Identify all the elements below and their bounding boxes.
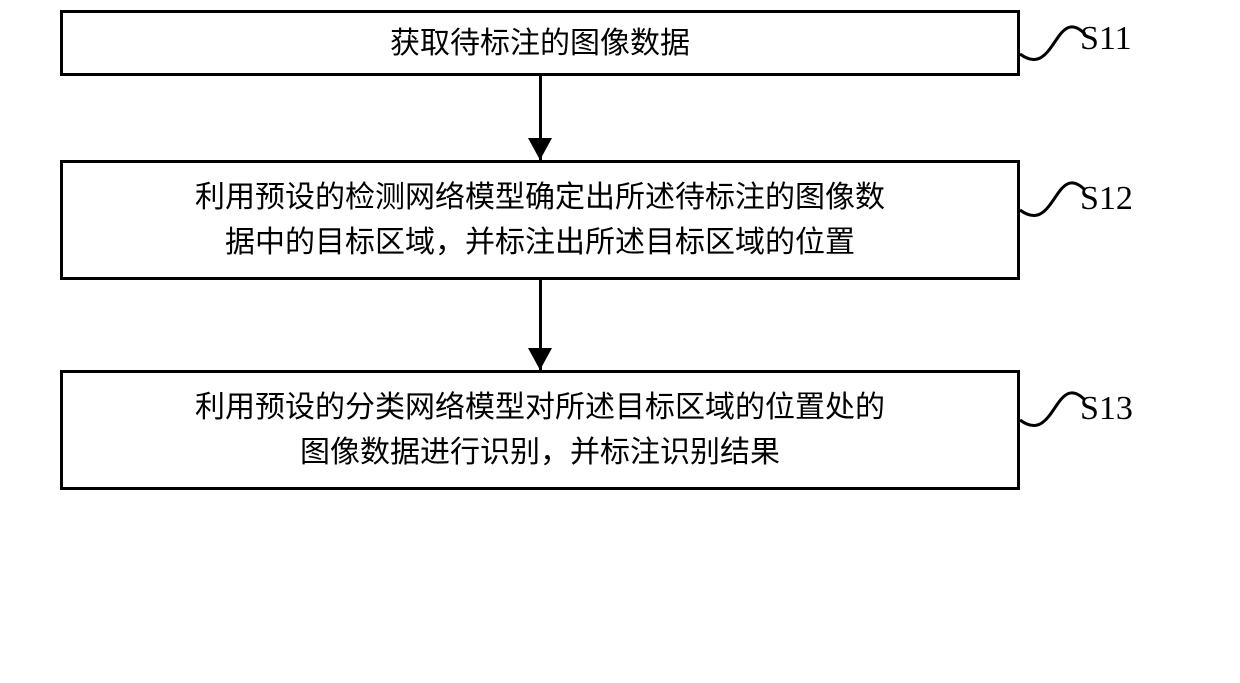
flow-node-1-box: 获取待标注的图像数据 [60, 10, 1020, 76]
connector-2 [1015, 155, 1090, 241]
step-label-1: S11 [1080, 20, 1132, 58]
flow-node-2: 利用预设的检测网络模型确定出所述待标注的图像数 据中的目标区域，并标注出所述目标… [60, 160, 1020, 280]
connector-1 [1015, 0, 1090, 85]
arrow-2-to-3 [60, 280, 1020, 370]
arrow-head [528, 348, 552, 370]
flow-node-1: 获取待标注的图像数据 [60, 10, 1020, 76]
arrow-head [528, 138, 552, 160]
step-label-3: S13 [1080, 390, 1133, 428]
flow-node-2-box: 利用预设的检测网络模型确定出所述待标注的图像数 据中的目标区域，并标注出所述目标… [60, 160, 1020, 280]
flow-node-2-text: 利用预设的检测网络模型确定出所述待标注的图像数 据中的目标区域，并标注出所述目标… [195, 175, 885, 265]
flow-node-1-text: 获取待标注的图像数据 [390, 21, 690, 66]
step-label-2: S12 [1080, 180, 1133, 218]
connector-3 [1015, 365, 1090, 451]
flow-node-3-text: 利用预设的分类网络模型对所述目标区域的位置处的 图像数据进行识别，并标注识别结果 [195, 385, 885, 475]
flow-node-3: 利用预设的分类网络模型对所述目标区域的位置处的 图像数据进行识别，并标注识别结果 [60, 370, 1020, 490]
arrow-1-to-2 [60, 76, 1020, 160]
flow-node-3-box: 利用预设的分类网络模型对所述目标区域的位置处的 图像数据进行识别，并标注识别结果 [60, 370, 1020, 490]
